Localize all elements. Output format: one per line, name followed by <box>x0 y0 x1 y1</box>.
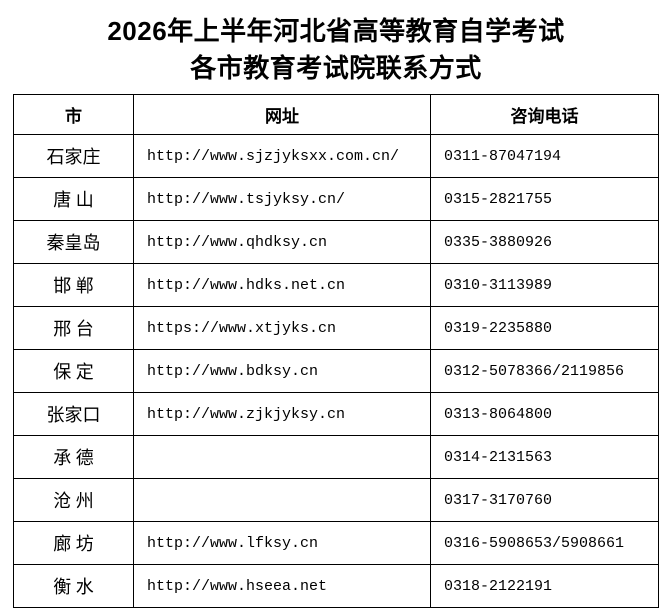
table-row: 张家口 http://www.zjkjyksy.cn 0313-8064800 <box>13 392 659 436</box>
table-row: 廊 坊 http://www.lfksy.cn 0316-5908653/59086… <box>13 521 659 565</box>
column-header-phone: 咨询电话 <box>430 94 659 135</box>
phone-cell: 0310-3113989 <box>430 263 659 307</box>
city-cell: 保 定 <box>13 349 134 393</box>
city-cell: 邢 台 <box>13 306 134 350</box>
phone-cell: 0313-8064800 <box>430 392 659 436</box>
city-cell: 唐 山 <box>13 177 134 221</box>
url-cell: http://www.hseea.net <box>133 564 431 608</box>
url-cell <box>133 435 431 479</box>
table-row: 沧 州 0317-3170760 <box>13 478 659 522</box>
url-cell: http://www.zjkjyksy.cn <box>133 392 431 436</box>
phone-cell: 0318-2122191 <box>430 564 659 608</box>
column-header-city: 市 <box>13 94 134 135</box>
table-row: 石家庄 http://www.sjzjyksxx.com.cn/0311-8704… <box>13 134 659 178</box>
city-cell: 石家庄 <box>13 134 134 178</box>
city-cell: 沧 州 <box>13 478 134 522</box>
city-cell: 张家口 <box>13 392 134 436</box>
table-row: 保 定 http://www.bdksy.cn 0312-5078366/21198… <box>13 349 659 393</box>
phone-cell: 0312-5078366/2119856 <box>430 349 659 393</box>
url-cell: http://www.sjzjyksxx.com.cn/ <box>133 134 431 178</box>
table-row: 衡 水 http://www.hseea.net 0318-2122191 <box>13 564 659 608</box>
column-header-url: 网址 <box>133 94 431 135</box>
table-row: 邢 台 https://www.xtjyks.cn 0319-2235880 <box>13 306 659 350</box>
city-cell: 承 德 <box>13 435 134 479</box>
city-cell: 邯 郸 <box>13 263 134 307</box>
city-cell: 秦皇岛 <box>13 220 134 264</box>
url-cell: http://www.tsjyksy.cn/ <box>133 177 431 221</box>
page-title: 2026年上半年河北省高等教育自学考试 各市教育考试院联系方式 <box>0 0 672 87</box>
url-cell: http://www.hdks.net.cn <box>133 263 431 307</box>
phone-cell: 0315-2821755 <box>430 177 659 221</box>
phone-cell: 0319-2235880 <box>430 306 659 350</box>
url-cell: http://www.qhdksy.cn <box>133 220 431 264</box>
table-body: 石家庄 http://www.sjzjyksxx.com.cn/0311-8704… <box>13 134 659 608</box>
contact-table: 市 网址 咨询电话 石家庄 http://www.sjzjyksxx.com.cn… <box>13 94 659 608</box>
city-cell: 衡 水 <box>13 564 134 608</box>
title-line-1: 2026年上半年河北省高等教育自学考试 <box>107 16 565 46</box>
table-header-row: 市 网址 咨询电话 <box>13 94 659 135</box>
phone-cell: 0335-3880926 <box>430 220 659 264</box>
phone-cell: 0317-3170760 <box>430 478 659 522</box>
url-cell <box>133 478 431 522</box>
table-row: 承 德 0314-2131563 <box>13 435 659 479</box>
title-line-2: 各市教育考试院联系方式 <box>190 53 482 83</box>
phone-cell: 0311-87047194 <box>430 134 659 178</box>
city-cell: 廊 坊 <box>13 521 134 565</box>
table-row: 秦皇岛 http://www.qhdksy.cn 0335-3880926 <box>13 220 659 264</box>
url-cell: http://www.bdksy.cn <box>133 349 431 393</box>
table-row: 唐 山 http://www.tsjyksy.cn/0315-2821755 <box>13 177 659 221</box>
phone-cell: 0314-2131563 <box>430 435 659 479</box>
table-row: 邯 郸 http://www.hdks.net.cn 0310-3113989 <box>13 263 659 307</box>
phone-cell: 0316-5908653/5908661 <box>430 521 659 565</box>
url-cell: https://www.xtjyks.cn <box>133 306 431 350</box>
url-cell: http://www.lfksy.cn <box>133 521 431 565</box>
